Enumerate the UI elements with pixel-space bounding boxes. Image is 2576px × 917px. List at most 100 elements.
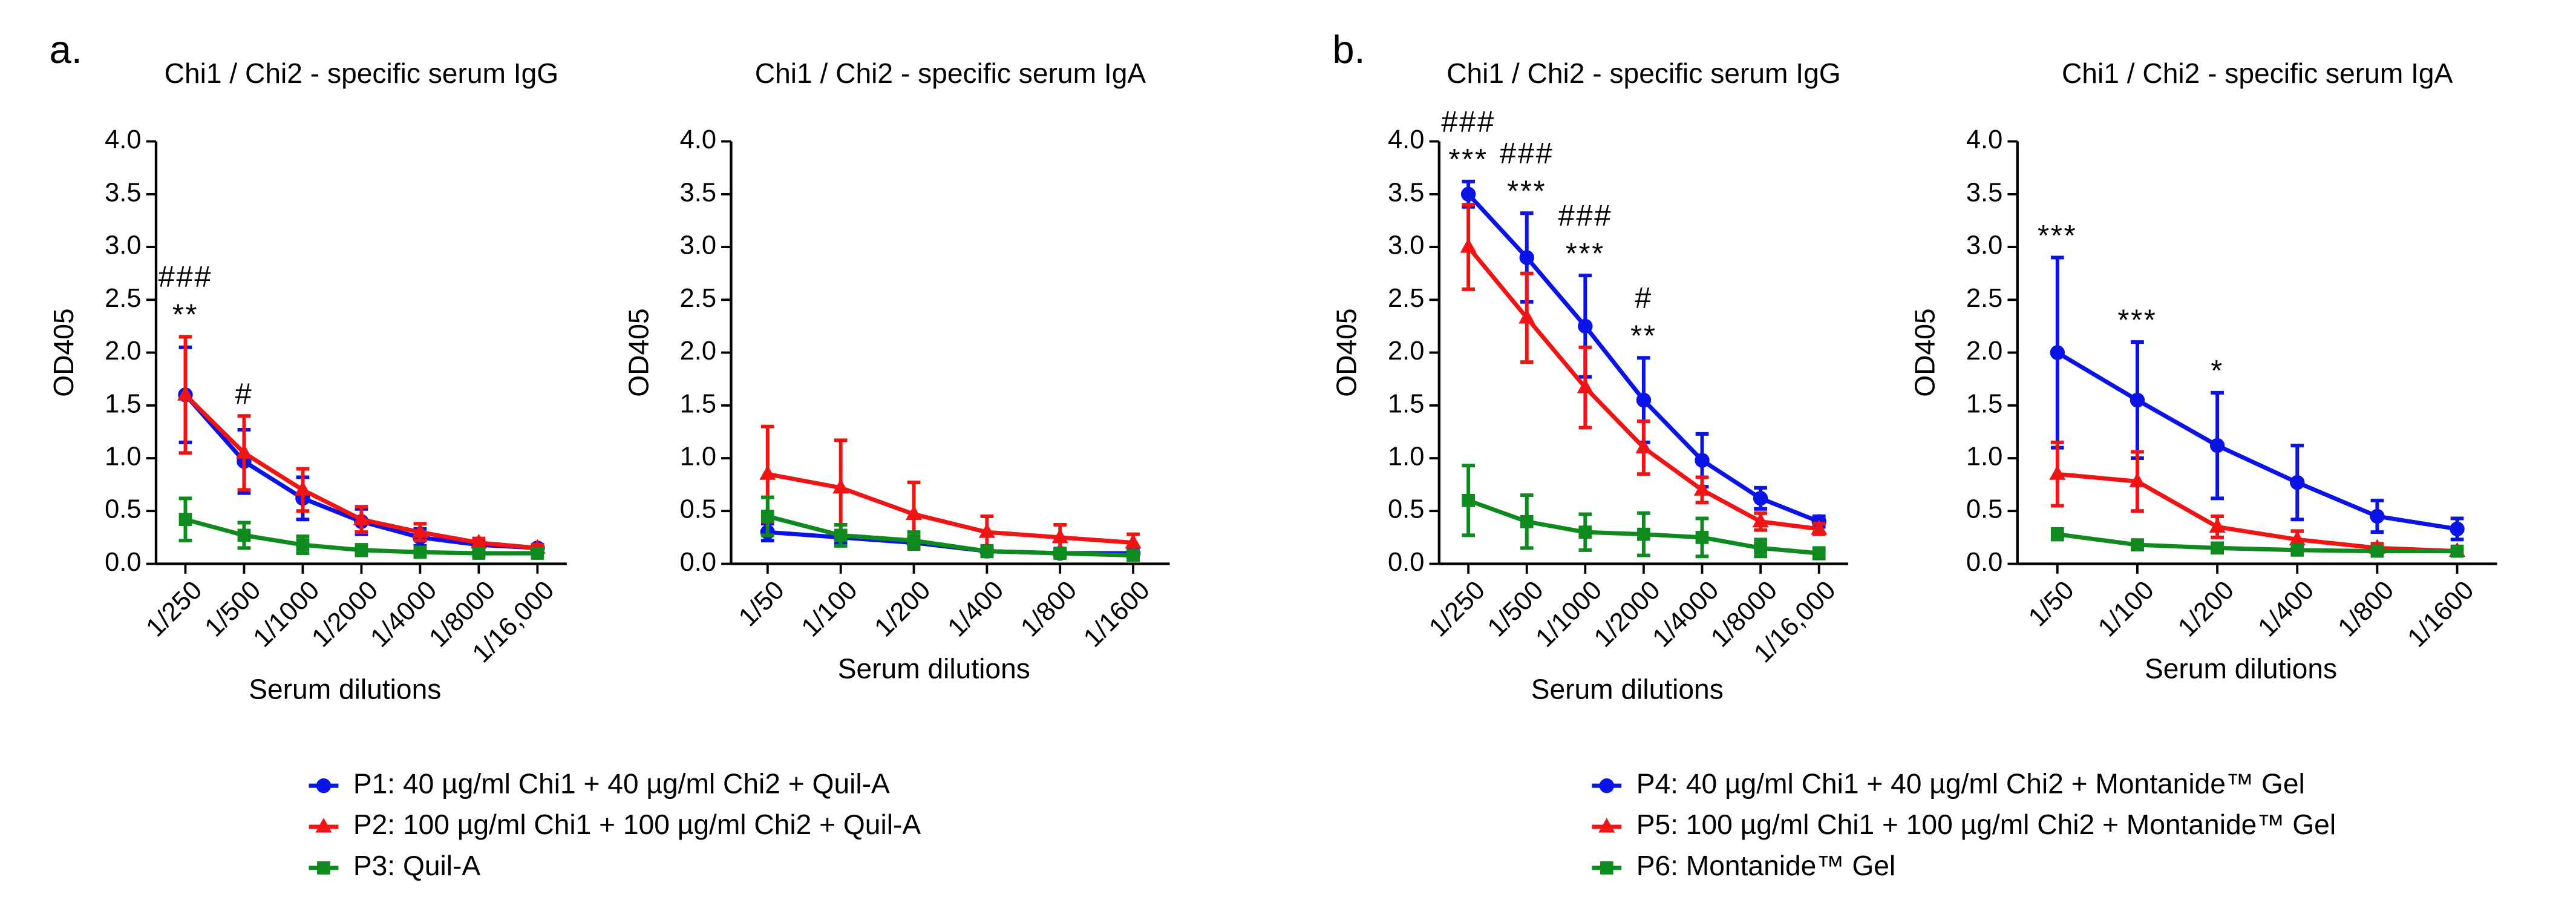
- marker: [759, 465, 776, 480]
- x-tick-label: 1/1000: [247, 576, 325, 653]
- marker: [1811, 519, 1828, 535]
- y-tick-label: 4.0: [105, 125, 141, 154]
- y-tick-label: 3.0: [1388, 231, 1424, 260]
- marker: [411, 523, 428, 538]
- x-tick-label: 1/800: [2333, 576, 2400, 643]
- significance-marker: #: [1635, 282, 1653, 315]
- marker: [317, 861, 330, 875]
- y-tick-label: 0.5: [1388, 495, 1424, 524]
- marker: [834, 528, 848, 542]
- y-tick-label: 1.0: [105, 442, 141, 472]
- marker: [1578, 525, 1592, 539]
- x-tick-label: 1/4000: [365, 576, 442, 653]
- marker: [2209, 438, 2225, 453]
- x-tick-label: 1/1600: [1078, 576, 1156, 653]
- marker: [1636, 392, 1652, 408]
- y-tick-label: 3.0: [680, 231, 716, 260]
- y-axis-label: OD405: [1331, 308, 1362, 396]
- panel-label: a.: [49, 27, 82, 71]
- marker: [905, 505, 923, 521]
- chart-title: Chi1 / Chi2 - specific serum IgA: [2062, 58, 2453, 89]
- marker: [296, 538, 310, 551]
- marker: [2129, 472, 2146, 487]
- marker: [2209, 518, 2226, 533]
- panel-label: b.: [1332, 27, 1365, 71]
- significance-marker: ###: [1500, 137, 1554, 170]
- marker: [531, 547, 544, 560]
- y-tick-label: 3.5: [1966, 178, 2002, 207]
- y-tick-label: 1.0: [1388, 442, 1424, 472]
- legend-label: P5: 100 µg/ml Chi1 + 100 µg/ml Chi2 + Mo…: [1636, 809, 2336, 840]
- x-tick-label: 1/200: [869, 576, 937, 643]
- marker: [2290, 543, 2304, 557]
- marker: [2289, 530, 2306, 545]
- y-tick-label: 2.5: [1388, 284, 1424, 313]
- x-tick-label: 1/50: [733, 576, 790, 633]
- y-tick-label: 4.0: [1966, 125, 2002, 154]
- y-tick-label: 3.5: [1388, 178, 1424, 207]
- y-tick-label: 1.5: [1388, 389, 1424, 418]
- x-axis-label: Serum dilutions: [1531, 673, 1724, 705]
- y-tick-label: 3.0: [105, 231, 141, 260]
- marker: [177, 386, 194, 401]
- marker: [1518, 309, 1535, 324]
- marker: [907, 534, 921, 547]
- x-axis-label: Serum dilutions: [838, 653, 1030, 685]
- chart-title: Chi1 / Chi2 - specific serum IgA: [755, 58, 1146, 89]
- significance-marker: ***: [1449, 143, 1488, 176]
- marker: [2450, 544, 2464, 558]
- significance-marker: ***: [2038, 220, 2077, 252]
- marker: [2131, 538, 2144, 551]
- x-tick-label: 1/800: [1015, 576, 1082, 643]
- marker: [1695, 453, 1710, 468]
- y-tick-label: 0.0: [105, 548, 141, 577]
- significance-marker: ###: [1558, 200, 1612, 232]
- x-tick-label: 1/200: [2172, 576, 2240, 643]
- legend-label: P2: 100 µg/ml Chi1 + 100 µg/ml Chi2 + Qu…: [353, 809, 921, 840]
- significance-marker: **: [1630, 320, 1656, 353]
- marker: [2211, 541, 2224, 555]
- marker: [2130, 392, 2145, 408]
- x-tick-label: 1/250: [141, 576, 208, 643]
- marker: [413, 545, 427, 559]
- marker: [832, 478, 849, 494]
- significance-marker: ***: [2117, 304, 2157, 337]
- y-axis-label: OD405: [1909, 308, 1941, 396]
- y-tick-label: 2.0: [105, 337, 141, 366]
- y-tick-label: 0.5: [1966, 495, 2002, 524]
- x-tick-label: 1/4000: [1647, 576, 1725, 653]
- marker: [1051, 528, 1068, 544]
- marker: [2050, 527, 2064, 541]
- legend-label: P1: 40 µg/ml Chi1 + 40 µg/ml Chi2 + Quil…: [353, 767, 890, 799]
- x-tick-label: 1/50: [2023, 576, 2080, 633]
- y-tick-label: 1.0: [680, 442, 716, 472]
- marker: [237, 528, 251, 542]
- series-line: [2057, 532, 2457, 554]
- series-line: [2056, 350, 2458, 531]
- chart-title: Chi1 / Chi2 - specific serum IgG: [1447, 58, 1841, 89]
- marker: [1577, 378, 1594, 393]
- significance-marker: #: [235, 378, 253, 411]
- marker: [2049, 465, 2066, 480]
- y-tick-label: 4.0: [680, 125, 716, 154]
- marker: [1754, 541, 1767, 555]
- significance-marker: ***: [1507, 176, 1546, 208]
- legend-label: P6: Montanide™ Gel: [1636, 850, 1895, 881]
- marker: [1578, 318, 1593, 334]
- y-tick-label: 2.0: [1388, 337, 1424, 366]
- y-tick-label: 0.0: [680, 548, 716, 577]
- series-line: [767, 514, 1134, 558]
- marker: [2370, 508, 2385, 524]
- y-tick-label: 4.0: [1388, 125, 1424, 154]
- marker: [235, 444, 253, 459]
- significance-marker: ***: [1566, 238, 1605, 271]
- x-tick-label: 1/400: [942, 576, 1009, 643]
- series-line: [767, 530, 1134, 556]
- marker: [1600, 861, 1613, 875]
- y-tick-label: 3.0: [1966, 231, 2002, 260]
- marker: [1460, 238, 1477, 253]
- x-tick-label: 1/2000: [306, 576, 384, 653]
- y-tick-label: 1.5: [105, 389, 141, 418]
- marker: [2290, 475, 2305, 490]
